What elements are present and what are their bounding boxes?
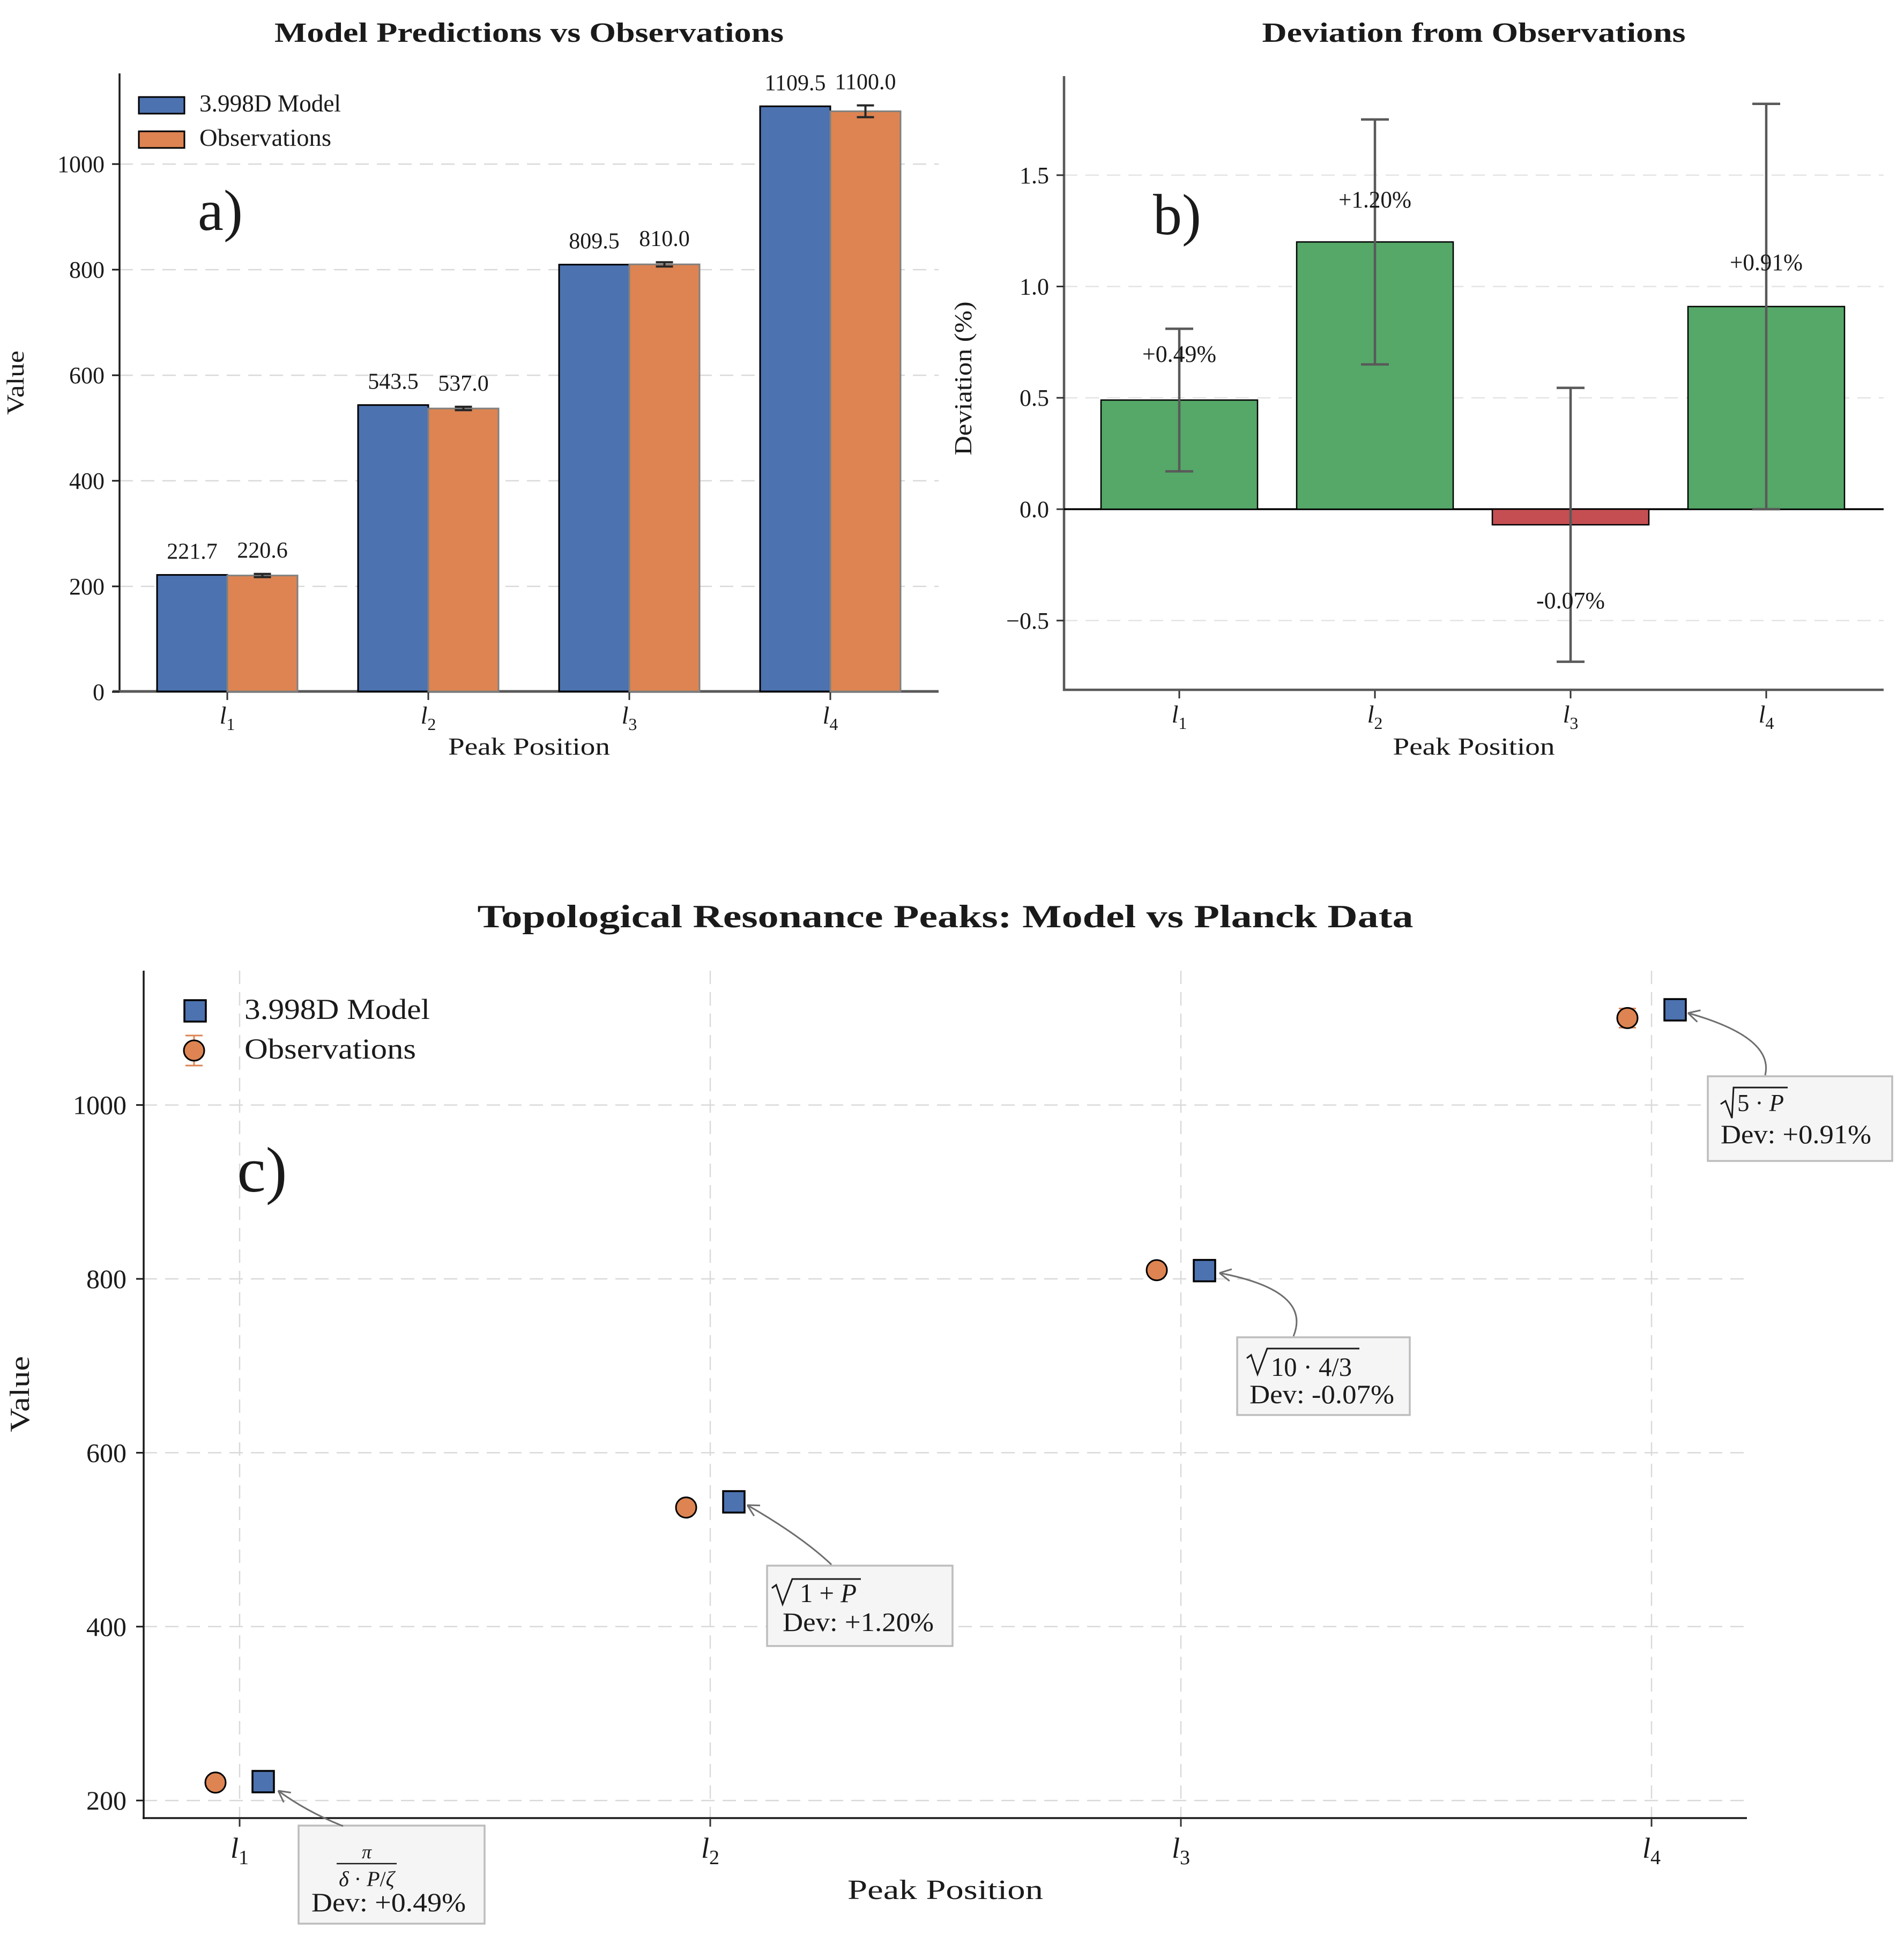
svg-text:400: 400 (86, 1612, 127, 1642)
svg-text:a): a) (198, 179, 243, 243)
svg-text:1 + P: 1 + P (800, 1578, 857, 1608)
svg-text:543.5: 543.5 (368, 370, 419, 394)
svg-text:Model Predictions vs Observati: Model Predictions vs Observations (274, 18, 784, 48)
svg-text:l3: l3 (1172, 1832, 1190, 1869)
svg-text:Peak Position: Peak Position (1393, 733, 1555, 760)
svg-text:800: 800 (69, 257, 105, 283)
svg-text:1100.0: 1100.0 (835, 70, 896, 95)
svg-text:l4: l4 (1642, 1832, 1661, 1869)
svg-text:810.0: 810.0 (639, 227, 690, 251)
svg-text:−0.5: −0.5 (1006, 608, 1049, 634)
svg-text:1.0: 1.0 (1020, 274, 1049, 300)
svg-text:600: 600 (69, 362, 105, 389)
svg-text:l1: l1 (230, 1832, 249, 1869)
svg-text:c): c) (237, 1134, 287, 1205)
svg-text:l2: l2 (701, 1832, 719, 1869)
svg-text:Value: Value (2, 351, 29, 415)
svg-text:l2: l2 (421, 702, 436, 734)
svg-text:+0.49%: +0.49% (1142, 341, 1216, 367)
svg-text:Peak Position: Peak Position (847, 1875, 1043, 1905)
svg-text:Peak Position: Peak Position (448, 733, 610, 760)
svg-text:b): b) (1153, 183, 1201, 247)
svg-text:0: 0 (93, 679, 105, 705)
svg-text:600: 600 (86, 1438, 127, 1468)
svg-text:0.0: 0.0 (1020, 496, 1049, 523)
svg-text:+1.20%: +1.20% (1338, 187, 1411, 213)
svg-text:400: 400 (69, 468, 105, 494)
svg-text:Value: Value (5, 1356, 35, 1432)
svg-text:-0.07%: -0.07% (1536, 587, 1605, 614)
svg-text:220.6: 220.6 (237, 539, 288, 563)
svg-text:l1: l1 (220, 702, 235, 734)
svg-text:1109.5: 1109.5 (765, 71, 826, 95)
svg-text:1.5: 1.5 (1020, 162, 1049, 189)
svg-text:+0.91%: +0.91% (1730, 249, 1803, 275)
svg-text:3.998D Model: 3.998D Model (244, 993, 430, 1025)
svg-text:Observations: Observations (244, 1033, 416, 1065)
svg-text:l1: l1 (1172, 701, 1187, 733)
svg-text:Dev: +0.49%: Dev: +0.49% (311, 1887, 466, 1917)
svg-text:l3: l3 (1563, 701, 1579, 733)
svg-text:l4: l4 (823, 702, 838, 734)
svg-text:Observations: Observations (199, 124, 331, 151)
svg-text:π: π (362, 1841, 372, 1863)
svg-text:Deviation (%): Deviation (%) (949, 302, 977, 456)
svg-text:200: 200 (86, 1785, 127, 1815)
svg-text:Deviation from Observations: Deviation from Observations (1262, 18, 1686, 48)
svg-text:800: 800 (86, 1264, 127, 1294)
svg-text:δ · P/ζ: δ · P/ζ (339, 1867, 396, 1891)
svg-text:Dev: +0.91%: Dev: +0.91% (1721, 1119, 1871, 1149)
svg-text:200: 200 (69, 574, 105, 600)
svg-text:Dev: +1.20%: Dev: +1.20% (783, 1607, 934, 1637)
svg-text:5 · P: 5 · P (1737, 1089, 1784, 1116)
svg-text:10 · 4/3: 10 · 4/3 (1271, 1352, 1352, 1382)
svg-text:809.5: 809.5 (569, 229, 620, 254)
svg-text:537.0: 537.0 (438, 371, 489, 396)
svg-text:3.998D Model: 3.998D Model (199, 90, 341, 117)
svg-text:l4: l4 (1759, 701, 1774, 733)
svg-text:1000: 1000 (73, 1090, 127, 1120)
svg-text:0.5: 0.5 (1020, 385, 1049, 411)
svg-text:Dev: -0.07%: Dev: -0.07% (1250, 1379, 1394, 1409)
svg-text:l3: l3 (622, 702, 637, 734)
svg-text:l2: l2 (1367, 701, 1383, 733)
svg-text:1000: 1000 (57, 151, 105, 177)
svg-text:Topological Resonance Peaks: M: Topological Resonance Peaks: Model vs Pl… (478, 899, 1414, 934)
svg-text:221.7: 221.7 (167, 540, 218, 564)
